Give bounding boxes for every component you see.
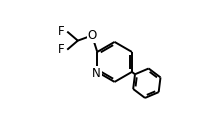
Text: F: F [58,43,65,56]
Text: F: F [58,25,65,38]
Text: O: O [87,29,97,42]
Text: N: N [92,67,101,80]
